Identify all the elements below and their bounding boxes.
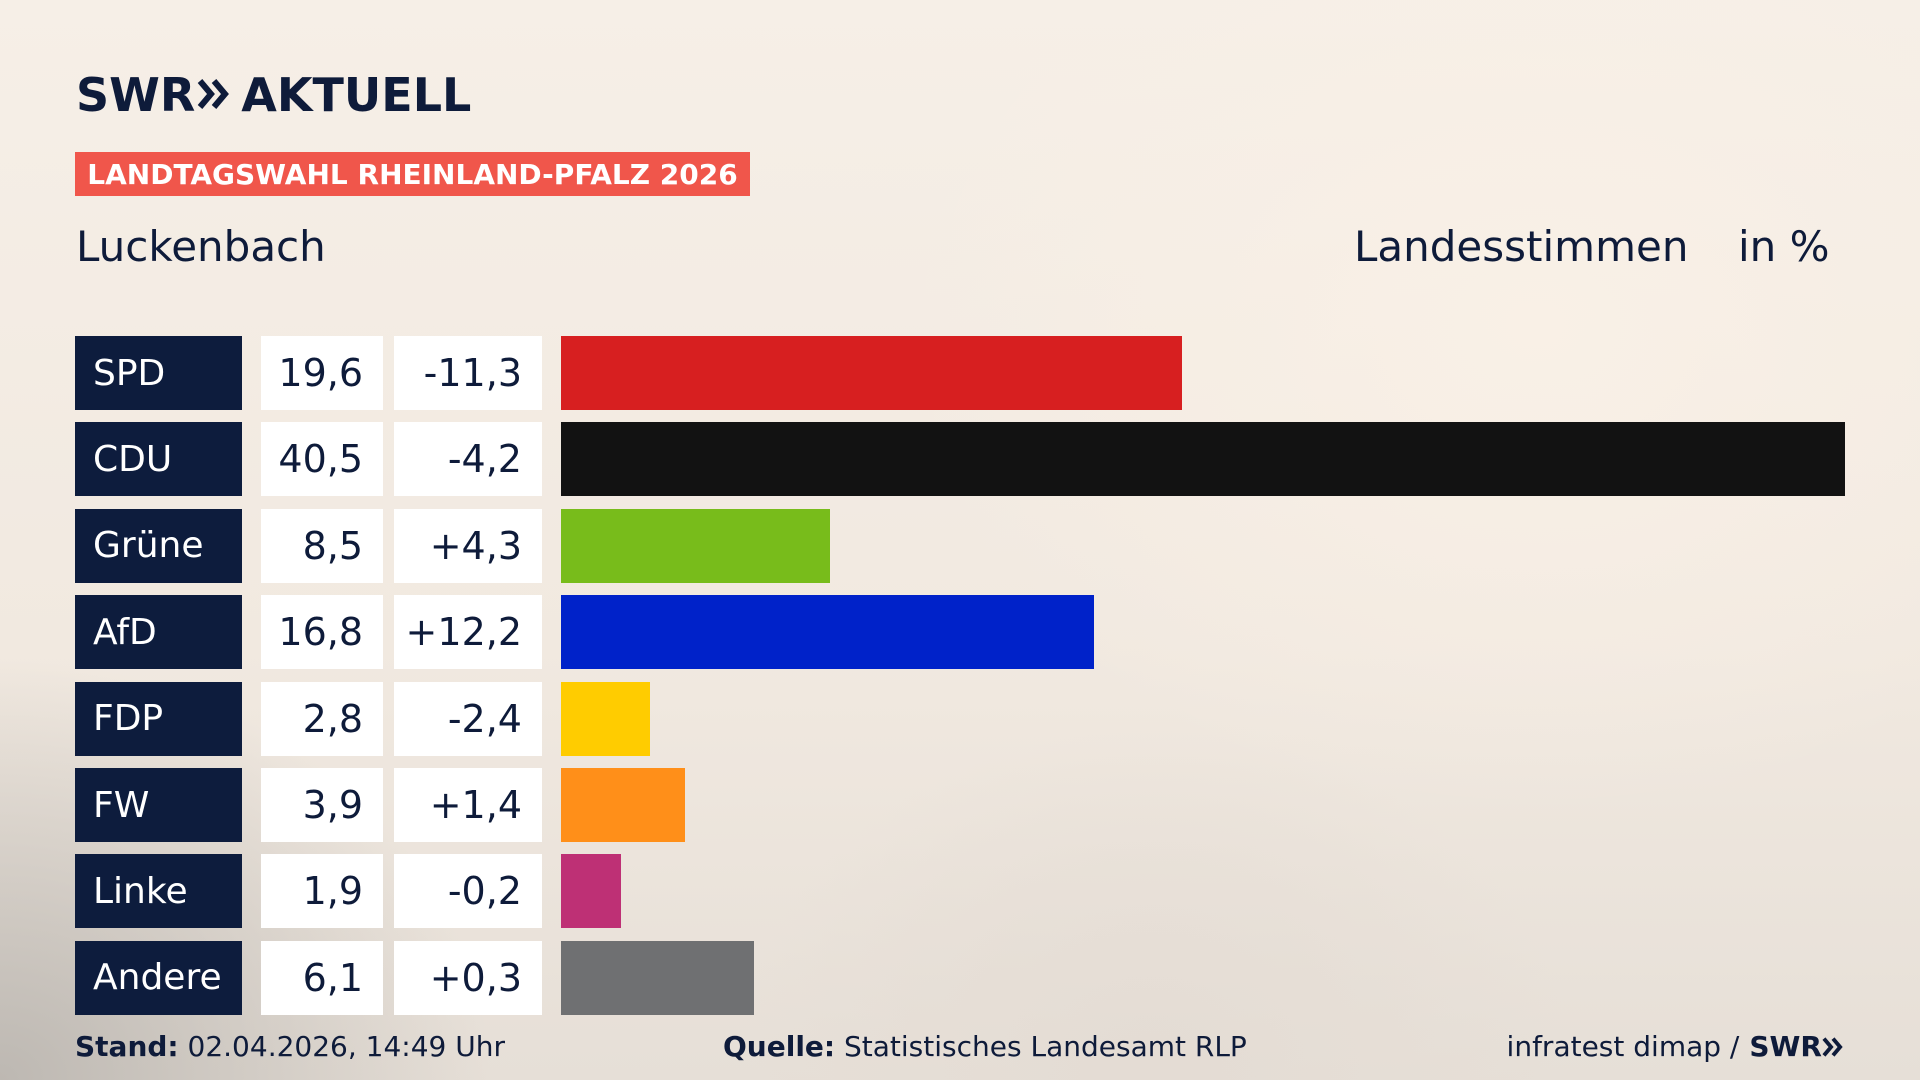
party-label: Grüne (75, 508, 242, 583)
vote-share-value: 2,8 (261, 681, 383, 756)
vote-type-label: Landesstimmen (1354, 222, 1689, 271)
location-title: Luckenbach (76, 222, 326, 271)
party-label: FDP (75, 681, 242, 756)
party-bar (561, 681, 650, 756)
credit-swr-logo: SWR (1749, 1030, 1844, 1063)
party-label: SPD (75, 336, 242, 410)
quelle-label: Quelle: (723, 1030, 836, 1063)
vote-share-value: 19,6 (261, 336, 383, 410)
result-row: Linke 1,9 -0,2 (0, 854, 1920, 929)
logo-brand: SWR (76, 68, 196, 122)
unit-label: in % (1738, 222, 1830, 271)
double-chevron-icon (197, 68, 231, 122)
party-label: AfD (75, 595, 242, 670)
vote-share-value: 1,9 (261, 854, 383, 929)
logo-text: AKTUELL (241, 68, 472, 122)
stand-info: Stand: 02.04.2026, 14:49 Uhr (75, 1030, 505, 1063)
result-row: CDU 40,5 -4,2 (0, 422, 1920, 497)
party-label: Andere (75, 940, 242, 1015)
quelle-value: Statistisches Landesamt RLP (844, 1030, 1247, 1063)
party-bar (561, 854, 621, 929)
stand-value: 02.04.2026, 14:49 Uhr (187, 1030, 505, 1063)
result-row: Andere 6,1 +0,3 (0, 940, 1920, 1015)
vote-change-value: -4,2 (394, 422, 542, 497)
vote-share-value: 6,1 (261, 940, 383, 1015)
result-row: AfD 16,8 +12,2 (0, 595, 1920, 670)
double-chevron-icon (1822, 1036, 1843, 1057)
swr-aktuell-logo: SWR AKTUELL (76, 68, 471, 122)
party-bar (561, 422, 1845, 497)
party-bar (561, 595, 1094, 670)
party-bar (561, 940, 754, 1015)
vote-share-value: 40,5 (261, 422, 383, 497)
result-row: SPD 19,6 -11,3 (0, 336, 1920, 410)
vote-change-value: -0,2 (394, 854, 542, 929)
vote-share-value: 3,9 (261, 768, 383, 842)
stand-label: Stand: (75, 1030, 179, 1063)
vote-change-value: +4,3 (394, 508, 542, 583)
election-badge: LANDTAGSWAHL RHEINLAND-PFALZ 2026 (75, 152, 750, 196)
party-bar (561, 336, 1182, 410)
party-label: FW (75, 768, 242, 842)
result-row: Grüne 8,5 +4,3 (0, 508, 1920, 583)
vote-change-value: -11,3 (394, 336, 542, 410)
vote-change-value: +1,4 (394, 768, 542, 842)
vote-change-value: +12,2 (394, 595, 542, 670)
quelle-info: Quelle: Statistisches Landesamt RLP (723, 1030, 1247, 1063)
result-row: FDP 2,8 -2,4 (0, 681, 1920, 756)
party-label: CDU (75, 422, 242, 497)
vote-share-value: 16,8 (261, 595, 383, 670)
credit-info: infratest dimap / SWR (1507, 1030, 1844, 1063)
party-bar (561, 508, 830, 583)
credit-brand: SWR (1749, 1030, 1822, 1063)
party-bar (561, 768, 685, 842)
credit-text: infratest dimap / (1506, 1030, 1740, 1063)
party-label: Linke (75, 854, 242, 929)
vote-change-value: -2,4 (394, 681, 542, 756)
result-row: FW 3,9 +1,4 (0, 768, 1920, 842)
vote-share-value: 8,5 (261, 508, 383, 583)
vote-change-value: +0,3 (394, 940, 542, 1015)
